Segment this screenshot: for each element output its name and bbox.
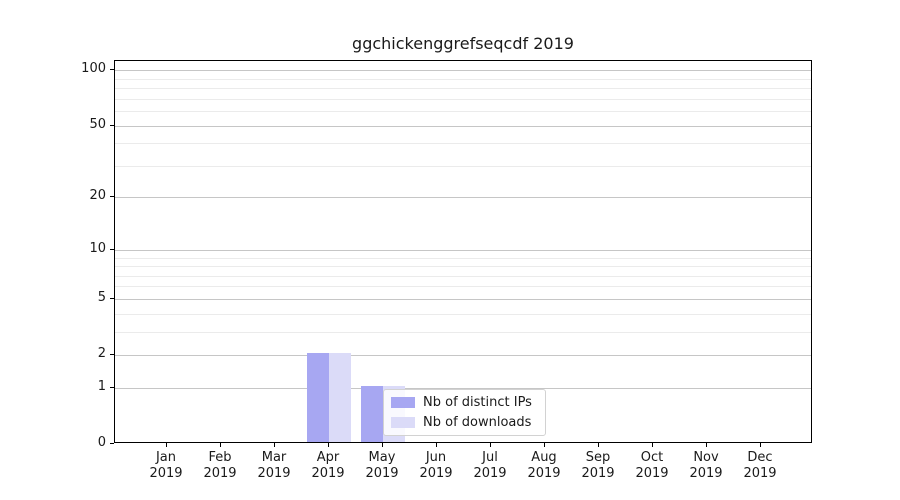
x-axis-tick	[436, 443, 437, 447]
gridline-minor	[115, 331, 811, 333]
gridline-major	[115, 70, 811, 72]
y-tick-label: 50	[89, 116, 106, 132]
x-tick-label: Jul 2019	[473, 450, 507, 481]
y-axis-tick	[110, 297, 114, 299]
x-tick-label: Feb 2019	[203, 450, 237, 481]
x-tick-label: Nov 2019	[689, 450, 723, 481]
gridline-minor	[115, 165, 811, 167]
y-axis-tick	[110, 354, 114, 355]
gridline-minor	[115, 110, 811, 112]
bar-downloads	[329, 353, 351, 442]
gridline-major	[115, 125, 811, 127]
x-axis-tick	[598, 443, 599, 447]
y-axis-tick	[110, 248, 114, 250]
x-tick-label: May 2019	[365, 450, 399, 481]
x-axis-tick	[706, 443, 707, 447]
x-tick-label: Jan 2019	[149, 450, 183, 481]
gridline-minor	[115, 98, 811, 100]
gridline-major	[115, 249, 811, 251]
x-axis-tick	[760, 443, 761, 447]
x-axis-tick	[274, 443, 275, 447]
x-axis-tick	[544, 443, 545, 447]
gridline-minor	[115, 143, 811, 145]
y-axis-tick	[110, 443, 114, 444]
chart-legend: Nb of distinct IPs Nb of downloads	[383, 389, 546, 436]
gridline-minor	[115, 78, 811, 80]
legend-swatch-distinct-ips-icon	[391, 397, 415, 408]
gridline-minor	[115, 275, 811, 277]
y-tick-label: 2	[97, 346, 106, 361]
y-tick-label: 1	[97, 378, 106, 394]
legend-label-downloads: Nb of downloads	[423, 415, 532, 430]
y-axis-tick	[110, 124, 114, 126]
x-tick-label: Aug 2019	[527, 450, 561, 481]
y-tick-label: 5	[97, 289, 106, 305]
legend-item-downloads: Nb of downloads	[391, 414, 545, 431]
gridline-minor	[115, 266, 811, 267]
chart-title: ggchickenggrefseqcdf 2019	[352, 34, 574, 53]
gridline-major	[115, 355, 811, 356]
x-axis-tick	[382, 443, 383, 447]
x-axis-tick	[490, 443, 491, 447]
y-axis-tick	[110, 386, 114, 388]
x-tick-label: Dec 2019	[743, 450, 777, 481]
y-axis-tick	[110, 196, 114, 198]
gridline-minor	[115, 286, 811, 288]
legend-item-distinct-ips: Nb of distinct IPs	[391, 394, 545, 411]
bar-distinct-ips	[307, 353, 329, 442]
gridline-major	[115, 387, 811, 389]
plot-area: Nb of distinct IPs Nb of downloads	[114, 60, 812, 443]
x-axis-tick	[166, 443, 167, 447]
x-axis-tick	[652, 443, 653, 447]
x-tick-label: Oct 2019	[635, 450, 669, 481]
gridline-major	[115, 298, 811, 300]
gridline-minor	[115, 257, 811, 259]
x-tick-label: Mar 2019	[257, 450, 291, 481]
gridline-minor	[115, 88, 811, 89]
x-axis-tick	[328, 443, 329, 447]
gridline-minor	[115, 313, 811, 315]
x-tick-label: Jun 2019	[419, 450, 453, 481]
x-axis-tick	[220, 443, 221, 447]
legend-label-distinct-ips: Nb of distinct IPs	[423, 395, 532, 410]
y-tick-label: 0	[97, 435, 106, 450]
x-tick-label: Sep 2019	[581, 450, 615, 481]
gridline-major	[115, 197, 811, 199]
legend-swatch-downloads-icon	[391, 417, 415, 428]
y-axis-tick	[110, 69, 114, 71]
y-tick-label: 100	[81, 61, 106, 77]
bar-distinct-ips	[361, 385, 383, 442]
y-tick-label: 10	[89, 240, 106, 256]
y-tick-label: 20	[89, 188, 106, 204]
x-tick-label: Apr 2019	[311, 450, 345, 481]
